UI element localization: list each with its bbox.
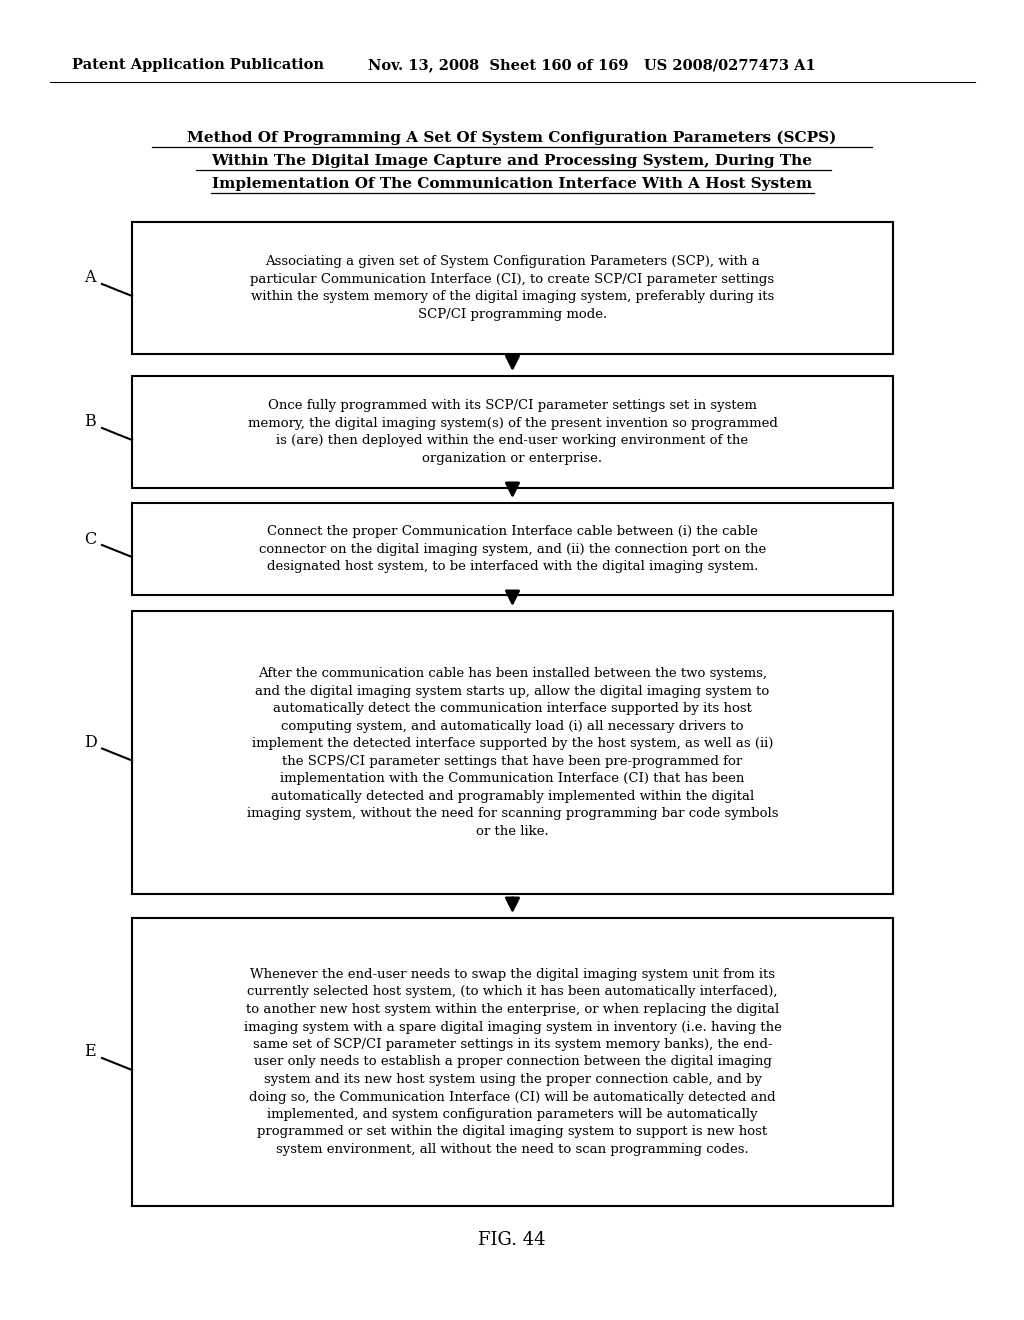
Text: E: E bbox=[84, 1044, 96, 1060]
Text: B: B bbox=[84, 413, 96, 430]
Text: D: D bbox=[84, 734, 96, 751]
Text: A: A bbox=[84, 269, 96, 286]
Text: After the communication cable has been installed between the two systems,
and th: After the communication cable has been i… bbox=[247, 667, 778, 838]
Text: FIG. 44: FIG. 44 bbox=[478, 1232, 546, 1249]
Text: Implementation Of The Communication Interface With A Host System: Implementation Of The Communication Inte… bbox=[212, 177, 812, 191]
Text: C: C bbox=[84, 531, 96, 548]
Bar bbox=[132, 503, 893, 595]
Bar bbox=[132, 376, 893, 488]
Text: Connect the proper Communication Interface cable between (i) the cable
connector: Connect the proper Communication Interfa… bbox=[259, 525, 766, 573]
Text: Once fully programmed with its SCP/CI parameter settings set in system
memory, t: Once fully programmed with its SCP/CI pa… bbox=[248, 399, 777, 465]
Text: Associating a given set of System Configuration Parameters (SCP), with a
particu: Associating a given set of System Config… bbox=[251, 255, 774, 321]
Text: Method Of Programming A Set Of System Configuration Parameters (SCPS): Method Of Programming A Set Of System Co… bbox=[187, 131, 837, 145]
Bar bbox=[132, 917, 893, 1206]
Text: Within The Digital Image Capture and Processing System, During The: Within The Digital Image Capture and Pro… bbox=[212, 154, 812, 168]
Text: Nov. 13, 2008  Sheet 160 of 169   US 2008/0277473 A1: Nov. 13, 2008 Sheet 160 of 169 US 2008/0… bbox=[368, 58, 816, 73]
Text: Whenever the end-user needs to swap the digital imaging system unit from its
cur: Whenever the end-user needs to swap the … bbox=[244, 968, 781, 1156]
Bar bbox=[132, 222, 893, 354]
Bar bbox=[132, 611, 893, 894]
Text: Patent Application Publication: Patent Application Publication bbox=[72, 58, 324, 73]
